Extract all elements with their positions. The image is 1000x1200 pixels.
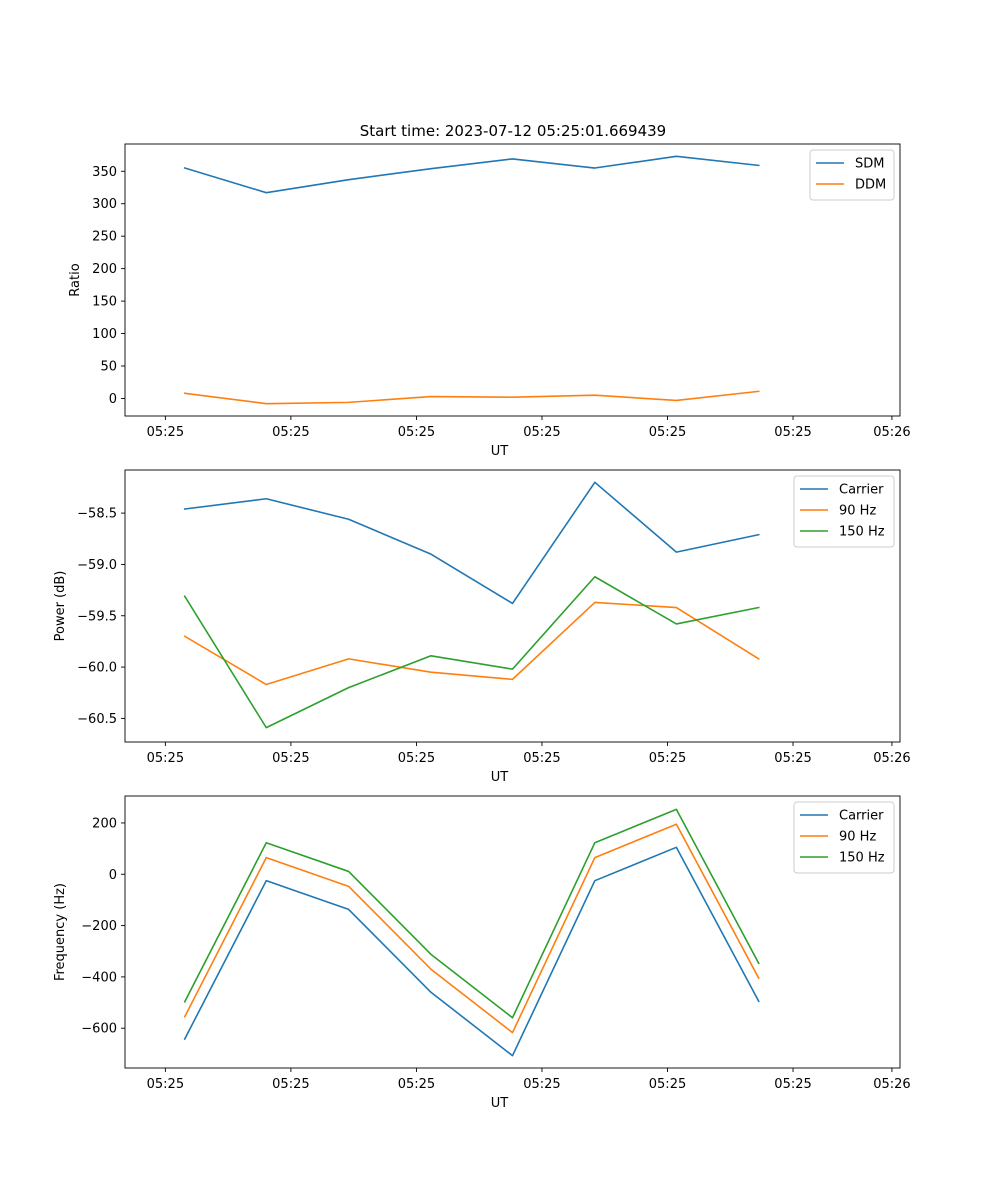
frequency-ytick-label: −200 [81, 919, 117, 934]
figure-title: Start time: 2023-07-12 05:25:01.669439 [360, 122, 666, 140]
ratio-xtick-label: 05:25 [147, 425, 184, 440]
power-xtick-label: 05:26 [873, 751, 910, 766]
power-legend-box [793, 475, 895, 548]
frequency-series-90-hz-line [183, 823, 760, 1034]
frequency-ytick-label: 0 [109, 868, 117, 883]
ratio-legend-label: SDM [855, 157, 884, 172]
ratio-ytick-label: 300 [92, 197, 117, 212]
frequency-legend-label: Carrier [839, 809, 884, 824]
power-legend-label: 90 Hz [839, 504, 876, 519]
frequency-panel: 05:25 05:25 05:25 05:25 05:25 05:25 05:26 −600 −… [53, 795, 911, 1111]
frequency-xtick-label: 05:25 [272, 1077, 309, 1092]
power-ytick-label: −58.5 [77, 507, 117, 522]
ratio-xtick-label: 05:26 [873, 425, 910, 440]
ratio-ytick-label: 250 [92, 230, 117, 245]
power-xtick-label: 05:25 [774, 751, 811, 766]
power-legend-label: Carrier [839, 483, 884, 498]
power-xtick-label: 05:25 [398, 751, 435, 766]
ratio-ytick-label: 350 [92, 165, 117, 180]
ratio-xtick-label: 05:25 [649, 425, 686, 440]
frequency-xtick-label: 05:25 [398, 1077, 435, 1092]
frequency-legend-box [793, 801, 895, 874]
power-panel: 05:25 05:25 05:25 05:25 05:25 05:25 05:26 −60.5… [53, 469, 911, 785]
power-xtick-label: 05:25 [272, 751, 309, 766]
power-series-carrier-line [183, 481, 760, 605]
power-legend-label: 150 Hz [839, 525, 885, 540]
ratio-ytick-label: 200 [92, 262, 117, 277]
power-ytick-label: −60.5 [77, 712, 117, 727]
frequency-x-axis-label: UT [491, 1096, 509, 1111]
ratio-series-sdm-line [183, 155, 760, 194]
frequency-xtick-label: 05:26 [873, 1077, 910, 1092]
frequency-ytick-label: −600 [81, 1022, 117, 1037]
frequency-series-150-hz-line [183, 808, 760, 1019]
power-ytick-label: −59.5 [77, 609, 117, 624]
frequency-legend-label: 150 Hz [839, 851, 885, 866]
ratio-ytick-label: 0 [109, 392, 117, 407]
frequency-axes-frame [124, 795, 901, 1069]
ratio-xtick-label: 05:25 [272, 425, 309, 440]
ratio-axes-frame [124, 143, 901, 417]
power-series-150-hz-line [183, 575, 760, 729]
power-ytick-label: −59.0 [77, 558, 117, 573]
frequency-xtick-label: 05:25 [147, 1077, 184, 1092]
ratio-xtick-label: 05:25 [774, 425, 811, 440]
power-y-axis-label: Power (dB) [53, 571, 68, 642]
power-x-axis-label: UT [491, 770, 509, 785]
frequency-y-axis-label: Frequency (Hz) [53, 883, 68, 981]
ratio-xtick-label: 05:25 [398, 425, 435, 440]
frequency-ytick-label: −400 [81, 970, 117, 985]
power-xtick-label: 05:25 [523, 751, 560, 766]
ratio-legend-label: DDM [855, 178, 886, 193]
power-ytick-label: −60.0 [77, 661, 117, 676]
ratio-legend: SDM DDM [809, 149, 895, 201]
power-axes-frame [124, 469, 901, 743]
frequency-legend-label: 90 Hz [839, 830, 876, 845]
ratio-ytick-label: 150 [92, 295, 117, 310]
frequency-xtick-label: 05:25 [649, 1077, 686, 1092]
power-legend: Carrier 90 Hz 150 Hz [793, 475, 895, 548]
ratio-ytick-label: 50 [100, 360, 117, 375]
chart-panels: 05:25 05:25 05:25 05:25 05:25 05:25 05:26 0 50 10… [53, 143, 911, 1111]
ratio-x-axis-label: UT [491, 444, 509, 459]
power-series-90-hz-line [183, 601, 760, 686]
power-xtick-label: 05:25 [649, 751, 686, 766]
ratio-ytick-label: 100 [92, 327, 117, 342]
ratio-series-ddm-line [183, 390, 760, 405]
frequency-series-carrier-line [183, 846, 760, 1057]
frequency-legend: Carrier 90 Hz 150 Hz [793, 801, 895, 874]
power-xtick-label: 05:25 [147, 751, 184, 766]
frequency-ytick-label: 200 [92, 816, 117, 831]
frequency-xtick-label: 05:25 [523, 1077, 560, 1092]
ratio-panel: 05:25 05:25 05:25 05:25 05:25 05:25 05:26 0 50 10… [68, 143, 911, 459]
ratio-xtick-label: 05:25 [523, 425, 560, 440]
frequency-xtick-label: 05:25 [774, 1077, 811, 1092]
ratio-y-axis-label: Ratio [68, 263, 83, 296]
